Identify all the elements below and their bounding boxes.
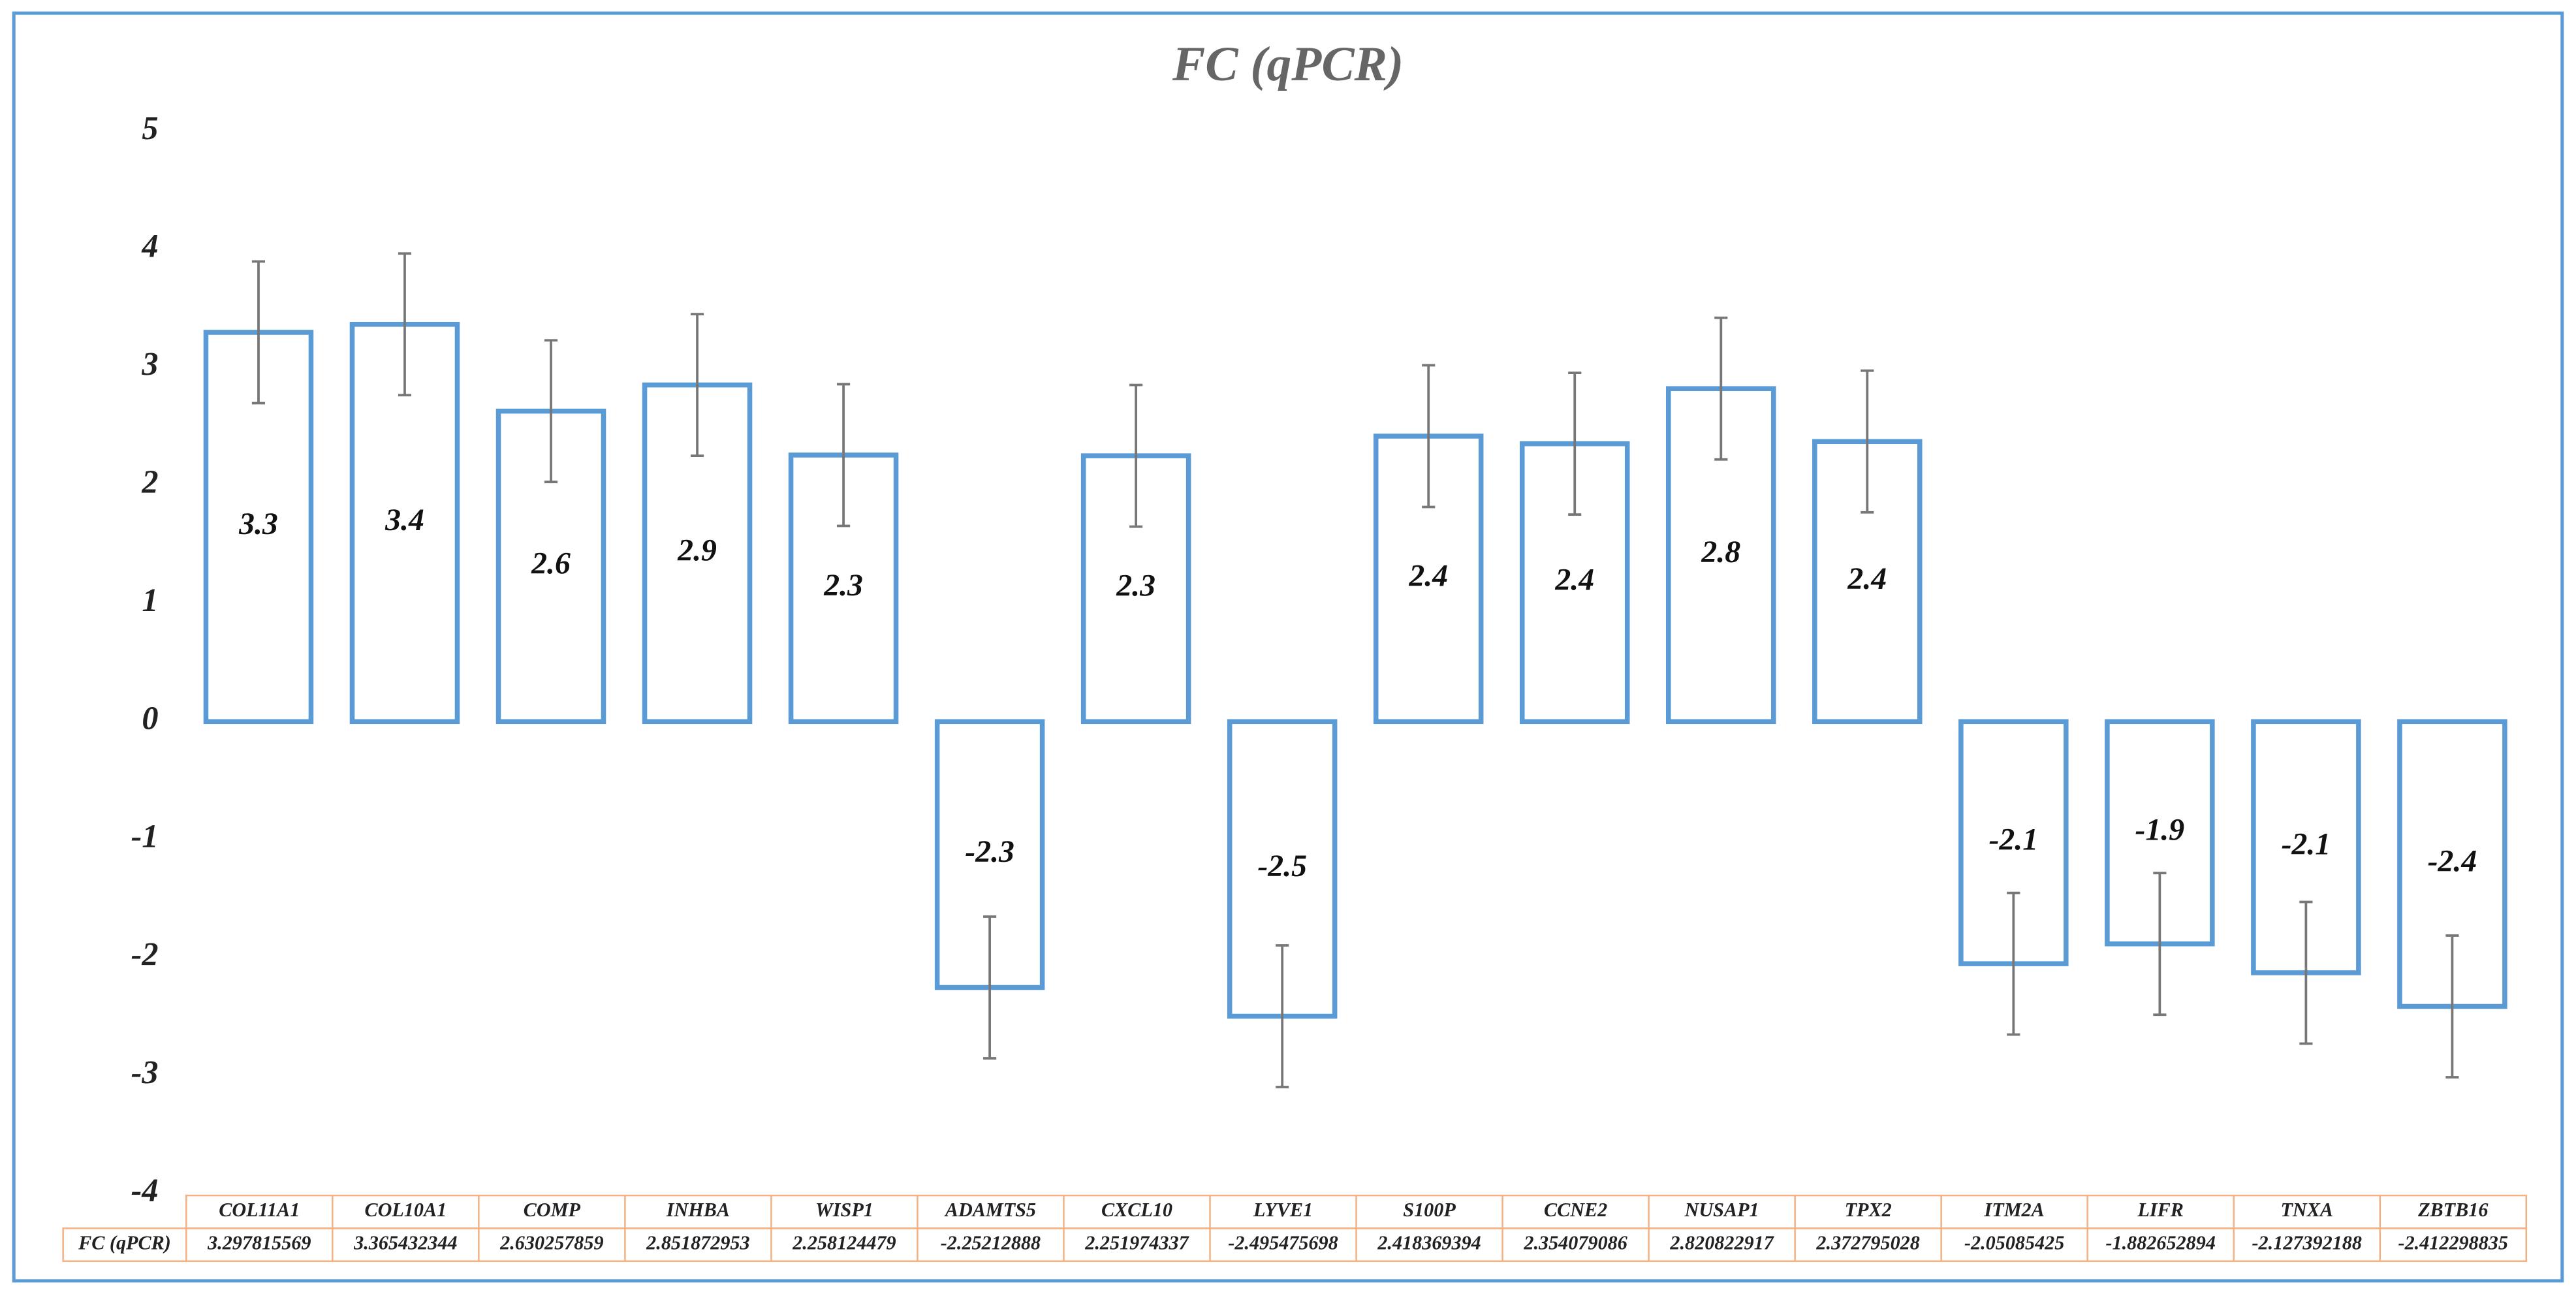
table-value: 2.418369394 [1377,1231,1481,1254]
table-value: -2.495475698 [1228,1231,1338,1254]
data-label: 2.9 [677,533,717,567]
x-tick-label: TPX2 [1845,1199,1892,1221]
x-tick-label: NUSAP1 [1684,1199,1759,1221]
x-tick-label: LIFR [2137,1199,2183,1221]
table-value: 2.630257859 [499,1231,603,1254]
table-value: -2.412298835 [2398,1231,2508,1254]
data-label: 2.3 [823,568,863,603]
error-bar [1422,364,1436,509]
error-bar [2299,900,2313,1045]
x-tick-label: CCNE2 [1544,1199,1607,1221]
chart-border [12,11,2564,1283]
error-bar [690,313,704,458]
data-label: 3.3 [238,507,278,541]
x-tick-label: WISP1 [815,1199,873,1221]
table-value: 2.354079086 [1523,1231,1627,1254]
x-tick-label: ITM2A [1984,1199,2045,1221]
x-tick-label: LYVE1 [1253,1199,1313,1221]
error-bar [2445,934,2459,1079]
error-bar [544,339,558,484]
data-label: -2.5 [1257,849,1307,883]
x-tick-label: TNXA [2281,1199,2333,1221]
table-value: -1.882652894 [2105,1231,2215,1254]
error-bar [2153,872,2167,1017]
chart-title: FC (qPCR) [1172,37,1404,91]
x-tick-label: ZBTB16 [2417,1199,2489,1221]
table-value: 2.820822917 [1669,1231,1774,1254]
y-tick-label: 0 [142,700,158,736]
error-bar [398,252,412,397]
data-label: -2.3 [965,834,1014,869]
table-value: -2.127392188 [2252,1231,2362,1254]
error-bar [983,915,997,1060]
data-label: 2.6 [531,546,571,580]
x-tick-label: COL10A1 [364,1199,447,1221]
error-bar [251,260,266,405]
error-bar [1568,371,1582,516]
data-label: -2.4 [2428,844,2477,878]
data-label: 2.4 [1554,562,1594,597]
data-label: -2.1 [2282,827,2331,862]
data-label: 2.4 [1408,559,1448,593]
y-tick-label: -2 [131,936,159,972]
table-value: 2.251974337 [1084,1231,1189,1254]
table-value: 2.851872953 [646,1231,749,1254]
x-tick-label: INHBA [666,1199,730,1221]
error-bar [1861,369,1874,514]
y-tick-label: -4 [131,1172,159,1208]
data-label: -1.9 [2135,812,2185,847]
y-tick-label: 5 [142,110,158,146]
table-value: 2.258124479 [792,1231,896,1254]
error-bar [1129,383,1143,528]
x-tick-label: COL11A1 [219,1199,300,1221]
x-tick-label: CXCL10 [1101,1199,1172,1221]
x-tick-label: ADAMTS5 [944,1199,1036,1221]
data-label: -2.1 [1989,823,2039,857]
data-label: 2.4 [1847,561,1887,596]
error-bar [837,383,851,528]
y-tick-label: -3 [131,1054,159,1090]
table-row-label: FC (qPCR) [78,1231,171,1254]
y-tick-label: -1 [131,818,159,855]
table-value: 2.372795028 [1815,1231,1919,1254]
table-value: 3.365432344 [353,1231,457,1254]
x-tick-label: COMP [524,1199,581,1221]
data-label: 2.3 [1116,569,1155,603]
y-tick-label: 4 [141,228,158,264]
error-bar [1714,316,1728,461]
error-bar [1276,944,1289,1088]
data-label: 3.4 [385,503,424,537]
error-bar [2007,891,2020,1036]
x-tick-label: S100P [1403,1199,1456,1221]
table-value: -2.05085425 [1964,1231,2064,1254]
y-tick-label: 3 [141,345,158,382]
table-value: -2.25212888 [941,1231,1041,1254]
y-tick-label: 2 [141,464,158,500]
table-value: 3.297815569 [207,1231,311,1254]
y-tick-label: 1 [142,582,158,618]
table-border [62,1227,2528,1262]
data-label: 2.8 [1701,535,1740,569]
